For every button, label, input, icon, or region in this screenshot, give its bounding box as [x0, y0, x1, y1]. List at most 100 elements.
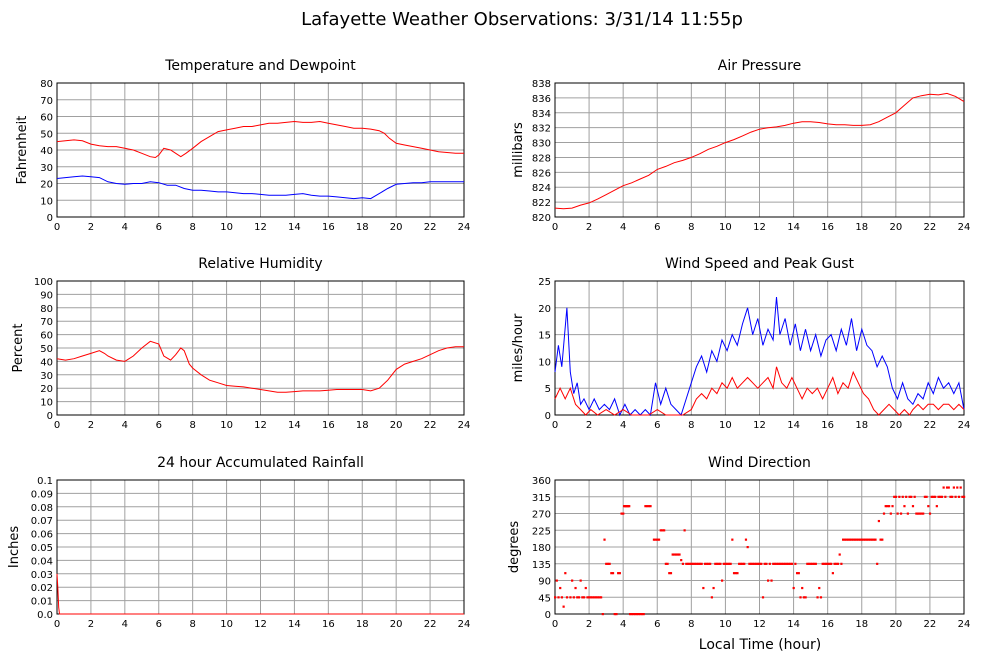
data-point [870, 538, 874, 541]
data-point [889, 512, 892, 515]
y-tick-label: 70 [40, 317, 53, 328]
x-tick-label: 24 [458, 222, 471, 233]
data-point [782, 562, 785, 565]
x-tick-label: 18 [356, 222, 369, 233]
x-tick-label: 6 [654, 420, 660, 431]
data-point [939, 495, 942, 498]
pressure-series-line-1 [554, 92, 965, 210]
data-point [767, 579, 770, 582]
data-point [896, 512, 899, 515]
data-point [579, 579, 582, 582]
x-tick-label: 4 [620, 619, 626, 630]
data-point [947, 486, 950, 489]
x-tick-label: 22 [424, 420, 437, 431]
x-tick-label: 2 [586, 222, 592, 233]
data-point [823, 562, 826, 565]
data-point [826, 562, 829, 565]
data-point [635, 613, 638, 616]
data-point [560, 596, 564, 599]
data-point [683, 529, 686, 532]
data-point [963, 495, 966, 498]
pressure-frame [554, 82, 965, 218]
data-point [913, 495, 916, 498]
data-point [554, 596, 557, 599]
y-tick-label: 50 [40, 344, 53, 355]
x-tick-label: 22 [924, 420, 937, 431]
x-tick-label: 2 [88, 420, 94, 431]
data-point [582, 596, 586, 599]
data-point [809, 562, 812, 565]
data-point [835, 562, 838, 565]
y-tick-label: 60 [40, 331, 53, 342]
y-tick-label: 830 [532, 139, 551, 150]
data-point [818, 586, 821, 590]
temp-series-line-2 [56, 175, 464, 200]
y-tick-label: 832 [532, 124, 551, 135]
y-tick-label: 20 [40, 180, 53, 191]
y-tick-label: 0.05 [31, 543, 53, 554]
x-tick-label: 14 [787, 619, 800, 630]
x-tick-label: 12 [753, 619, 766, 630]
data-point [882, 512, 886, 515]
y-tick-label: 360 [532, 476, 551, 487]
x-tick-label: 20 [889, 619, 902, 630]
data-point [806, 562, 809, 565]
y-tick-label: 10 [40, 196, 53, 207]
data-point [666, 562, 669, 565]
y-tick-label: 824 [532, 183, 551, 194]
data-point [564, 572, 567, 575]
data-point [738, 562, 741, 565]
x-tick-label: 22 [924, 222, 937, 233]
data-point [922, 512, 925, 515]
rain-y-axis-label: Inches [7, 526, 22, 568]
data-point [717, 562, 720, 565]
data-point [674, 553, 678, 556]
y-tick-label: 10 [538, 357, 551, 368]
data-point [591, 596, 594, 599]
data-point [646, 505, 649, 508]
data-point [628, 505, 631, 508]
wind-y-axis-label: miles/hour [511, 313, 526, 382]
data-point [702, 586, 705, 590]
data-point [727, 562, 731, 565]
data-point [581, 596, 584, 599]
x-tick-label: 2 [586, 619, 592, 630]
data-point [940, 495, 944, 498]
y-tick-label: 90 [40, 290, 53, 301]
data-point [577, 596, 581, 599]
data-point [780, 562, 783, 565]
data-point [898, 495, 901, 498]
x-tick-label: 10 [719, 420, 732, 431]
data-point [852, 538, 855, 541]
data-point [756, 562, 759, 565]
temp-frame [56, 82, 465, 218]
data-point [821, 562, 824, 565]
x-tick-label: 6 [156, 420, 162, 431]
x-tick-label: 18 [855, 619, 868, 630]
y-tick-label: 30 [40, 371, 53, 382]
data-point [741, 562, 744, 565]
data-point [710, 596, 713, 599]
y-tick-label: 0.02 [31, 583, 53, 594]
data-point [937, 495, 940, 498]
data-point [634, 613, 637, 616]
humidity-title: Relative Humidity [198, 256, 322, 272]
data-point [775, 562, 778, 565]
data-point [559, 586, 562, 590]
x-tick-label: 0 [552, 619, 558, 630]
data-point [698, 562, 702, 565]
data-point [957, 495, 961, 498]
rain-title: 24 hour Accumulated Rainfall [157, 455, 364, 471]
x-tick-label: 14 [787, 222, 800, 233]
y-tick-label: 10 [40, 398, 53, 409]
y-tick-label: 135 [532, 560, 551, 571]
data-point [935, 505, 938, 508]
humidity-y-axis-label: Percent [11, 324, 26, 373]
x-tick-label: 2 [586, 420, 592, 431]
y-tick-label: 70 [40, 96, 53, 107]
x-tick-label: 8 [189, 619, 195, 630]
x-tick-label: 4 [122, 420, 128, 431]
y-tick-label: 40 [40, 146, 53, 157]
temp-title: Temperature and Dewpoint [164, 58, 356, 74]
x-tick-label: 16 [322, 420, 335, 431]
